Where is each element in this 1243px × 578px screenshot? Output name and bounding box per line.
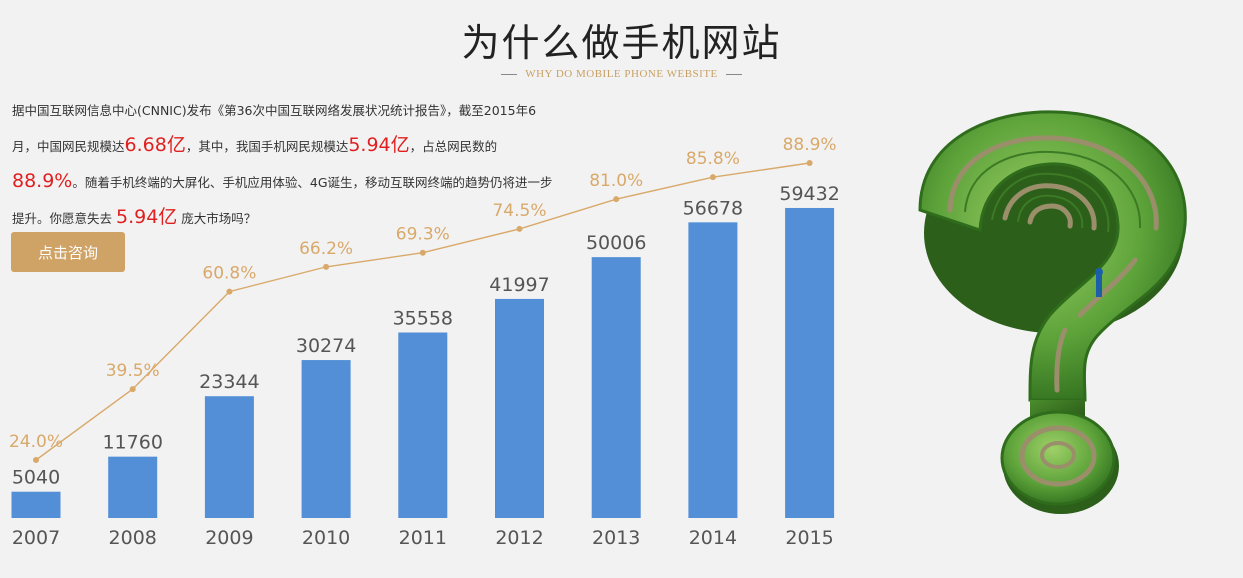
- bar-2012: [495, 298, 544, 518]
- bar-2007: [11, 491, 61, 518]
- share-value-label: 60.8%: [202, 264, 256, 284]
- page-title: 为什么做手机网站: [461, 21, 782, 65]
- subtitle-text: WHY DO MOBILE PHONE WEBSITE: [525, 68, 718, 80]
- label-group: 5040 2007 11760 2008 23344 2009 30274 2010 35558…: [9, 135, 840, 549]
- x-tick-label: 2009: [205, 527, 253, 549]
- intro-highlight-mobile-netizens: 5.94亿: [348, 134, 410, 156]
- share-point: [516, 225, 523, 232]
- bar-value-label: 30274: [296, 335, 356, 357]
- x-tick-label: 2014: [689, 527, 737, 549]
- bar-2015: [785, 207, 835, 518]
- bar-2008: [108, 456, 158, 518]
- bar-value-label: 41997: [489, 274, 549, 296]
- x-tick-label: 2012: [495, 527, 543, 549]
- share-point: [709, 174, 716, 181]
- share-point: [419, 249, 426, 256]
- share-value-label: 39.5%: [106, 361, 160, 381]
- growth-chart: 5040 2007 11760 2008 23344 2009 30274 2010 35558…: [9, 135, 840, 549]
- bar-value-label: 56678: [683, 197, 743, 219]
- intro-highlight-share: 88.9%: [12, 170, 73, 192]
- intro-text-3: ，占总网民数的: [409, 139, 498, 154]
- share-point: [33, 457, 39, 463]
- share-point: [129, 386, 136, 393]
- bar-2013: [591, 257, 641, 518]
- share-point: [323, 263, 330, 270]
- line-group: [33, 160, 813, 463]
- bar-value-label: 11760: [102, 432, 162, 454]
- bar-group: [11, 207, 835, 518]
- bar-2014: [688, 222, 738, 518]
- bar-value-label: 23344: [199, 371, 259, 393]
- intro-paragraph: 据中国互联网信息中心(CNNIC)发布《第36次中国互联网络发展状况统计报告》，…: [12, 94, 557, 236]
- intro-text-4: 。随着手机终端的大屏化、手机应用体验、4G诞生，移动互联网终端的趋势仍将进一步提…: [12, 175, 553, 226]
- subtitle-rule-right: [725, 73, 742, 75]
- consult-button[interactable]: 点击咨询: [11, 232, 125, 272]
- x-tick-label: 2010: [302, 527, 350, 549]
- x-tick-label: 2015: [785, 527, 833, 549]
- intro-text-1: 据中国互联网信息中心(CNNIC)发布《第36次中国互联网络发展状况统计报告》，…: [12, 103, 537, 154]
- share-value-label: 88.9%: [783, 135, 837, 155]
- share-value-label: 81.0%: [589, 171, 643, 191]
- bar-2009: [204, 396, 254, 518]
- intro-text-2: ，其中，我国手机网民规模达: [185, 139, 349, 154]
- bar-value-label: 59432: [779, 183, 839, 205]
- share-value-label: 74.5%: [492, 201, 546, 221]
- bar-2010: [301, 360, 351, 518]
- bar-value-label: 35558: [393, 308, 453, 330]
- bar-value-label: 5040: [12, 467, 60, 489]
- x-tick-label: 2008: [109, 527, 157, 549]
- share-value-label: 69.3%: [396, 225, 450, 245]
- intro-text-5: 庞大市场吗？: [181, 211, 257, 226]
- x-tick-label: 2013: [592, 527, 640, 549]
- share-point: [613, 196, 620, 203]
- share-point: [226, 288, 233, 295]
- intro-highlight-market: 5.94亿: [116, 206, 178, 228]
- intro-highlight-netizens: 6.68亿: [124, 134, 186, 156]
- bar-2011: [398, 332, 448, 518]
- share-value-label: 66.2%: [299, 239, 353, 259]
- page-subtitle: WHY DO MOBILE PHONE WEBSITE: [0, 68, 1243, 80]
- x-tick-label: 2007: [12, 527, 60, 549]
- subtitle-rule-left: [501, 73, 518, 75]
- share-point: [806, 160, 813, 166]
- share-value-label: 85.8%: [686, 149, 740, 169]
- question-mark-maze-icon: [918, 110, 1187, 514]
- bar-value-label: 50006: [586, 232, 646, 254]
- share-value-label: 24.0%: [9, 432, 63, 452]
- x-tick-label: 2011: [399, 527, 447, 549]
